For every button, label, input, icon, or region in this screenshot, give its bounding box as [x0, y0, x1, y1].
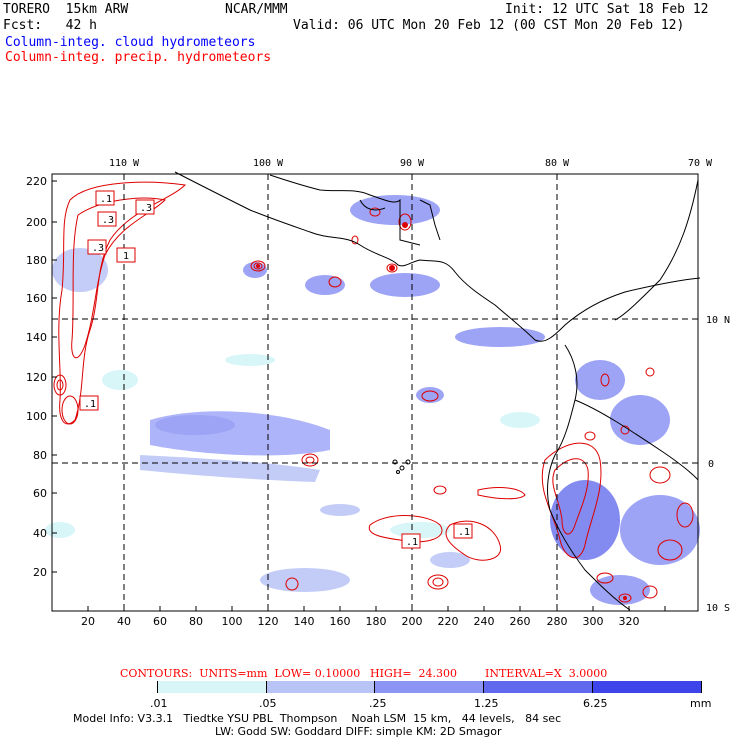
valid-time: Valid: 06 UTC Mon 20 Feb 12 (00 CST Mon …: [293, 18, 685, 33]
colorbar-label: 6.25: [583, 697, 608, 710]
contour-label: .1: [84, 399, 96, 410]
colorbar-label: .25: [369, 697, 387, 710]
lat-label: 0: [708, 459, 714, 470]
precip-field-legend: Column-integ. precip. hydrometeors: [5, 50, 272, 65]
axis-ticks: [52, 180, 666, 611]
colorbar-unit: mm: [690, 697, 712, 710]
x-tick-label: 320: [619, 615, 640, 628]
organization-label: NCAR/MMM: [225, 2, 288, 17]
x-tick-label: 280: [547, 615, 568, 628]
x-tick-label: 200: [402, 615, 423, 628]
precip-cores: [256, 222, 627, 600]
x-tick-label: 100: [222, 615, 243, 628]
y-tick-label: 20: [33, 566, 47, 579]
y-tick-label: 200: [26, 216, 47, 229]
contour-label: .3: [140, 203, 152, 214]
x-tick-label: 260: [510, 615, 531, 628]
lat-label: 10 N: [706, 315, 730, 326]
contour-high: HIGH= 24.300: [370, 667, 458, 680]
colorbar-cell: [593, 681, 702, 693]
y-tick-label: 60: [33, 487, 47, 500]
model-info: Model Info: V3.3.1 Tiedtke YSU PBL Thomp…: [73, 712, 562, 725]
weather-map: .1 .3 .3 .3 1 .1 .1 .1 110 W 100 W 90 W …: [26, 158, 730, 628]
cloud-light-shading: [45, 354, 540, 538]
contour-interval: INTERVAL=X 3.0000: [485, 667, 608, 680]
x-tick-label: 240: [474, 615, 495, 628]
x-tick-label: 160: [330, 615, 351, 628]
colorbar-label: .01: [150, 697, 168, 710]
x-tick-label: 300: [583, 615, 604, 628]
contour-label: .3: [92, 243, 104, 254]
x-tick-label: 220: [438, 615, 459, 628]
x-tick-label: 120: [258, 615, 279, 628]
x-tick-label: 20: [81, 615, 95, 628]
contour-label: .1: [458, 527, 470, 538]
x-tick-label: 140: [294, 615, 315, 628]
y-tick-label: 120: [26, 371, 47, 384]
map-frame: [51, 173, 699, 612]
colorbar-cell: [158, 681, 267, 693]
y-tick-label: 140: [26, 331, 47, 344]
contour-label: .3: [102, 215, 114, 226]
y-tick-label: 220: [26, 175, 47, 188]
x-tick-label: 40: [117, 615, 131, 628]
lon-label: 90 W: [400, 158, 425, 169]
coastlines: [174, 171, 701, 611]
colorbar-label: .05: [259, 697, 277, 710]
y-tick-label: 160: [26, 292, 47, 305]
colorbar-cell: [484, 681, 593, 693]
lon-label: 80 W: [545, 158, 570, 169]
contour-label-boxes: [79, 190, 473, 549]
lat-label: 10 S: [706, 603, 730, 614]
colorbar-cell: [267, 681, 375, 693]
lon-label: 110 W: [109, 158, 140, 169]
cloud-shading: [52, 195, 700, 605]
y-tick-label: 100: [26, 410, 47, 423]
x-tick-label: 180: [366, 615, 387, 628]
forecast-hour: Fcst: 42 h: [3, 18, 97, 33]
y-tick-label: 180: [26, 254, 47, 267]
lon-label: 70 W: [688, 158, 713, 169]
lon-label: 100 W: [253, 158, 284, 169]
contour-label: 1: [123, 251, 129, 262]
y-tick-label: 80: [33, 449, 47, 462]
x-tick-label: 60: [153, 615, 167, 628]
init-time: Init: 12 UTC Sat 18 Feb 12: [505, 2, 709, 17]
y-tick-label: 40: [33, 527, 47, 540]
model-physics: LW: Godd SW: Goddard DIFF: simple KM: 2D…: [215, 725, 502, 738]
colorbar-cell: [375, 681, 484, 693]
model-title: TORERO 15km ARW: [3, 2, 129, 17]
contour-units: CONTOURS: UNITS=mm LOW= 0.10000: [120, 667, 361, 680]
colorbar-label: 1.25: [474, 697, 499, 710]
contour-label: .1: [406, 537, 418, 548]
x-tick-label: 80: [189, 615, 203, 628]
colorbar-cell: [52, 681, 158, 693]
contour-label: .1: [100, 194, 112, 205]
cloud-field-legend: Column-integ. cloud hydrometeors: [5, 35, 256, 50]
precip-contours: [53, 181, 694, 603]
